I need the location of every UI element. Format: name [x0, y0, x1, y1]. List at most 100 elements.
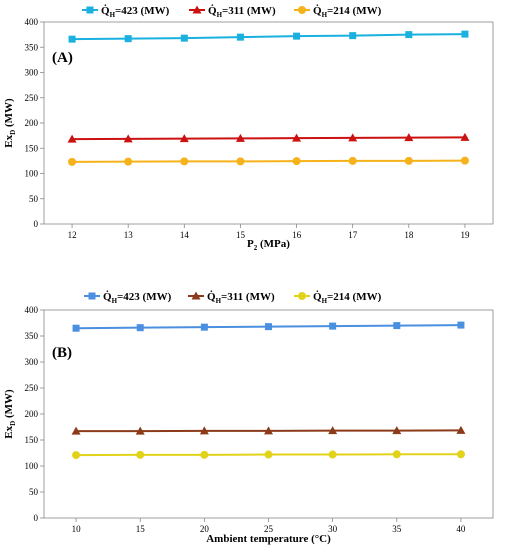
data-point	[456, 425, 466, 434]
legend-marker	[86, 6, 94, 14]
x-tick-label: 15	[236, 230, 246, 240]
data-point	[265, 323, 272, 331]
x-tick-label: 18	[404, 230, 414, 240]
data-point	[328, 450, 337, 459]
y-tick-label: 100	[25, 169, 39, 179]
data-point	[264, 426, 273, 435]
data-point	[405, 31, 413, 39]
x-tick-label: 16	[292, 230, 302, 240]
x-tick-label: 20	[200, 524, 210, 534]
x-tick-label: 40	[456, 524, 466, 534]
legend-marker	[298, 6, 306, 14]
data-point	[349, 32, 357, 40]
panel-label: (A)	[52, 50, 73, 66]
series-2	[71, 425, 466, 435]
data-point	[461, 30, 469, 38]
data-point	[457, 321, 465, 329]
y-axis-title: ExD (MW)	[3, 98, 17, 148]
data-point	[136, 450, 145, 459]
legend-item-1: Q̇H=423 (MW)	[82, 4, 170, 19]
x-tick-label: 12	[68, 230, 77, 240]
x-tick-label: 19	[460, 230, 470, 240]
data-point	[235, 133, 245, 142]
legend-label: Q̇H=423 (MW)	[101, 4, 170, 19]
legend-marker	[192, 5, 202, 14]
y-tick-label: 150	[25, 435, 39, 445]
y-tick-label: 0	[34, 513, 39, 523]
legend-label: Q̇H=311 (MW)	[208, 4, 276, 19]
legend-item-2: Q̇H=311 (MW)	[188, 290, 275, 305]
y-tick-label: 400	[25, 17, 39, 27]
data-point	[135, 426, 145, 435]
series-line	[72, 33, 465, 41]
x-axis-title: P2 (MPa)	[247, 238, 290, 252]
legend-label: Q̇H=214 (MW)	[313, 4, 382, 19]
y-tick-label: 350	[25, 42, 39, 52]
x-tick-label: 30	[328, 524, 338, 534]
series-3	[68, 156, 469, 166]
x-tick-label: 15	[136, 524, 146, 534]
data-point	[404, 156, 413, 165]
legend-marker	[298, 292, 306, 300]
legend-label: Q̇H=214 (MW)	[313, 290, 382, 305]
series-line	[72, 136, 465, 141]
data-point	[72, 451, 81, 460]
data-point	[199, 426, 209, 435]
y-tick-label: 50	[29, 487, 39, 497]
data-point	[67, 134, 77, 143]
data-point	[348, 133, 358, 142]
legend-item-3: Q̇H=214 (MW)	[294, 290, 382, 305]
y-tick-label: 0	[34, 219, 39, 229]
data-point	[392, 450, 401, 459]
y-tick-label: 300	[25, 68, 39, 78]
y-tick-label: 50	[29, 194, 39, 204]
data-point	[180, 157, 189, 166]
plot-area	[43, 309, 494, 519]
legend-item-3: Q̇H=214 (MW)	[294, 4, 382, 19]
data-point	[72, 324, 80, 332]
legend-marker	[191, 291, 201, 300]
x-tick-label: 25	[264, 524, 274, 534]
series-1	[68, 30, 469, 43]
data-point	[200, 450, 209, 459]
plot-area	[43, 21, 494, 225]
y-tick-label: 400	[25, 305, 39, 315]
data-point	[460, 132, 470, 141]
data-point	[123, 134, 133, 143]
legend-label: Q̇H=423 (MW)	[103, 290, 172, 305]
data-point	[293, 32, 301, 40]
data-point	[68, 157, 77, 166]
data-point	[292, 157, 301, 166]
data-point	[456, 450, 465, 459]
legend-item-1: Q̇H=423 (MW)	[84, 290, 172, 305]
data-point	[71, 426, 81, 435]
legend-item-2: Q̇H=311 (MW)	[189, 4, 276, 19]
legend-marker	[88, 292, 96, 300]
series-3	[72, 450, 465, 460]
data-point	[124, 35, 132, 43]
data-point	[236, 33, 244, 41]
panel-label: (B)	[52, 345, 72, 361]
data-point	[136, 324, 144, 332]
data-point	[392, 426, 402, 435]
data-point	[200, 323, 208, 331]
data-point	[329, 322, 337, 330]
y-tick-label: 200	[25, 118, 39, 128]
legend-label: Q̇H=311 (MW)	[207, 290, 275, 305]
data-point	[348, 156, 357, 165]
x-tick-label: 13	[124, 230, 134, 240]
data-point	[68, 35, 76, 43]
data-point	[180, 34, 188, 42]
data-point	[179, 134, 189, 143]
y-tick-label: 250	[25, 93, 39, 103]
y-tick-label: 100	[25, 461, 39, 471]
y-tick-label: 300	[25, 357, 39, 367]
data-point	[460, 156, 469, 165]
y-axis-title: ExD (MW)	[3, 389, 17, 439]
data-point	[292, 133, 302, 142]
series-line	[72, 159, 465, 163]
y-tick-label: 200	[25, 409, 39, 419]
data-point	[404, 133, 414, 142]
